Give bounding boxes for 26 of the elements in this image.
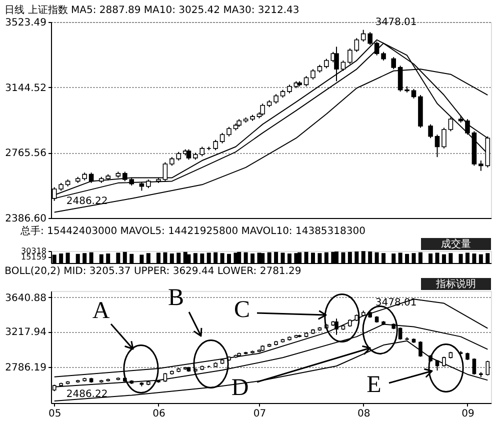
y-tick-label: 3523.49 bbox=[5, 18, 46, 28]
text: 成交量 bbox=[441, 238, 471, 250]
y-tick-label: 3144.52 bbox=[5, 82, 46, 94]
y-tick-label: 30318 bbox=[21, 246, 46, 256]
chart-title: BOLL(20,2) MID: 3205.37 UPPER: 3629.44 LOWER: 2781.29 bbox=[4, 266, 302, 277]
annotation: A bbox=[92, 298, 110, 324]
y-tick-label: 2786.19 bbox=[5, 362, 46, 374]
y-tick-label: 2765.56 bbox=[5, 148, 46, 160]
annotation: 2486.22 bbox=[66, 389, 108, 400]
chart-title: 总手: 15442403000 MAVOL5: 14421925800 MAVOL10: 14385318300 bbox=[20, 225, 366, 237]
x-tick-label: 09 bbox=[462, 408, 474, 420]
x-tick-label: 07 bbox=[253, 408, 266, 420]
annotation: 3478.01 bbox=[375, 16, 417, 28]
y-tick-label: 15159 bbox=[21, 252, 46, 262]
x-tick-label: 05 bbox=[48, 408, 62, 420]
annotation: C bbox=[234, 297, 250, 323]
y-tick-label: 3640.88 bbox=[5, 292, 46, 304]
chart-title: 日线 上证指数 MA5: 2887.89 MA10: 3025.42 MA30: 3212.43 bbox=[4, 4, 300, 16]
x-tick-label: 06 bbox=[152, 408, 166, 420]
annotation: E bbox=[366, 372, 382, 398]
annotation: 2486.22 bbox=[66, 196, 108, 207]
x-tick-label: 08 bbox=[358, 408, 370, 420]
y-tick-label: 2386.60 bbox=[5, 214, 46, 224]
y-tick-label: 3217.94 bbox=[5, 327, 46, 338]
text: 指标说明 bbox=[435, 278, 476, 290]
annotation: B bbox=[168, 285, 184, 311]
